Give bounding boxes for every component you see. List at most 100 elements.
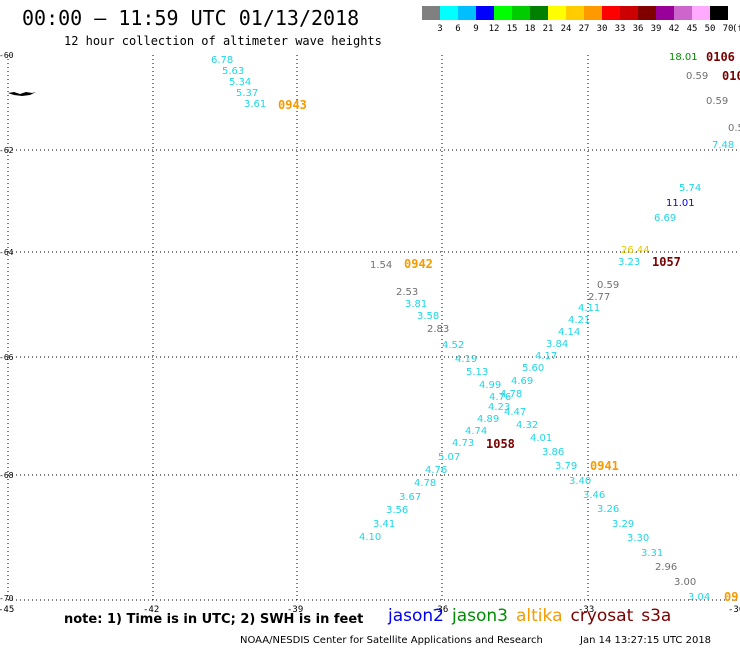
- wave-height-track-c: 3.84: [546, 339, 568, 350]
- generated-timestamp: Jan 14 13:27:15 UTC 2018: [580, 635, 712, 646]
- legend-swatch: [620, 6, 638, 20]
- wave-height-right-mid: 5.74: [679, 183, 701, 194]
- wave-height-track-c: 5.60: [522, 363, 544, 374]
- wave-height-track-d: 4.78: [414, 478, 436, 489]
- legend-unit: (ft): [732, 24, 740, 34]
- legend-label: 12: [488, 24, 500, 34]
- pass-time-label: 0941: [590, 459, 619, 473]
- satellite-jason2: jason2: [388, 606, 444, 626]
- wave-height-track-b: 4.52: [442, 340, 464, 351]
- wave-height-track-c: 3.04: [688, 592, 710, 603]
- legend-label: 24: [560, 24, 572, 34]
- lat-tick-label: -62: [0, 146, 14, 155]
- wave-height-track-c: 4.01: [530, 433, 552, 444]
- legend-swatch: [692, 6, 710, 20]
- legend-label: 15: [506, 24, 518, 34]
- legend-label: 18: [524, 24, 536, 34]
- wave-height-track-d: 4.76: [425, 465, 447, 476]
- wave-height-track-b: 2.83: [427, 324, 449, 335]
- lon-tick-label: -39: [287, 605, 303, 615]
- lat-tick-label: -66: [0, 353, 14, 362]
- wave-height-track-c: 4.21: [568, 315, 590, 326]
- legend-swatch: [566, 6, 584, 20]
- legend-swatch: [656, 6, 674, 20]
- pass-time-label: 1058: [486, 437, 515, 451]
- satellite-altika: altika: [516, 606, 563, 626]
- wave-height-track-b: 3.81: [405, 299, 427, 310]
- lat-tick-label: -64: [0, 248, 14, 257]
- wave-height-track-c: 2.77: [588, 292, 610, 303]
- wave-height-track-c: 3.29: [612, 519, 634, 530]
- wave-height-track-c: 3.46: [583, 490, 605, 501]
- legend-swatch: [638, 6, 656, 20]
- satellite-jason3: jason3: [452, 606, 508, 626]
- legend-label: 27: [578, 24, 590, 34]
- wave-height-track-c: 4.14: [558, 327, 580, 338]
- island-shape: [8, 92, 36, 96]
- legend-label: 45: [686, 24, 698, 34]
- wave-height-track-a: 5.37: [236, 88, 258, 99]
- wave-height-track-c: 3.40: [569, 476, 591, 487]
- map-subtitle: 12 hour collection of altimeter wave hei…: [64, 34, 382, 48]
- pass-time-label: 0943: [278, 98, 307, 112]
- wave-height-track-b: 4.23: [488, 402, 510, 413]
- wave-height-track-c: 3.31: [641, 548, 663, 559]
- wave-height-right: 0.5: [728, 123, 740, 134]
- lat-tick-label: -60: [0, 51, 14, 60]
- pass-time-label: 09: [724, 590, 738, 604]
- lat-tick-label: -68: [0, 471, 14, 480]
- pass-time-label: 010: [722, 69, 740, 83]
- wave-height-track-a: 3.61: [244, 99, 266, 110]
- legend-label: 3: [437, 24, 443, 34]
- legend-swatch: [422, 6, 440, 20]
- wave-height-track-d: 3.67: [399, 492, 421, 503]
- wave-height-track-d: 3.56: [386, 505, 408, 516]
- legend-swatch: [458, 6, 476, 20]
- wave-height-track-b: 1.54: [370, 260, 392, 271]
- legend-swatch: [548, 6, 566, 20]
- footnote: note: 1) Time is in UTC; 2) SWH is in fe…: [64, 612, 364, 627]
- legend-swatch: [530, 6, 548, 20]
- wave-height-right-mid: 6.69: [654, 213, 676, 224]
- wave-height-track-c: 3.86: [542, 447, 564, 458]
- lon-tick-label: -33: [578, 605, 594, 615]
- wave-height-track-c: 0.59: [597, 280, 619, 291]
- pass-time-label: 0942: [404, 257, 433, 271]
- wave-height-track-d: 3.41: [373, 519, 395, 530]
- wave-height-track-c: 2.96: [655, 562, 677, 573]
- legend-swatch: [674, 6, 692, 20]
- wave-height-track-b: 4.19: [455, 354, 477, 365]
- wave-height-right: 0.59: [706, 96, 728, 107]
- pass-time-label: 0106: [706, 50, 735, 64]
- legend-label: 42: [668, 24, 680, 34]
- wave-height-track-b: 4.73: [452, 438, 474, 449]
- wave-height-track-c: 4.32: [516, 420, 538, 431]
- legend-label: 21: [542, 24, 554, 34]
- wave-height-track-c: 3.26: [597, 504, 619, 515]
- lon-tick-label: -30: [728, 605, 740, 615]
- lon-tick-label: -36: [432, 605, 448, 615]
- legend-swatch: [710, 6, 728, 20]
- legend-swatch: [440, 6, 458, 20]
- legend-label: 39: [650, 24, 662, 34]
- wave-height-track-c: 4.78: [500, 389, 522, 400]
- satellite-s3a: s3a: [641, 606, 672, 626]
- wave-height-track-d: 4.10: [359, 532, 381, 543]
- wave-height-track-a: 5.63: [222, 66, 244, 77]
- credit-text: NOAA/NESDIS Center for Satellite Applica…: [240, 635, 543, 646]
- legend-label: 9: [473, 24, 479, 34]
- legend-label: 33: [614, 24, 626, 34]
- wave-height-track-c: 4.47: [504, 407, 526, 418]
- wave-height-track-c: 4.69: [511, 376, 533, 387]
- wave-height-track-b: 3.58: [417, 311, 439, 322]
- wave-height-track-d: 5.07: [438, 452, 460, 463]
- wave-height-right: 18.01: [669, 52, 698, 63]
- legend-label: 6: [455, 24, 461, 34]
- legend-swatch: [602, 6, 620, 20]
- satellite-cryosat: cryosat: [570, 606, 634, 626]
- wave-height-right-mid: 3.23: [618, 257, 640, 268]
- wave-height-right: 7.48: [712, 140, 734, 151]
- wave-height-track-b: 2.53: [396, 287, 418, 298]
- legend-swatch: [584, 6, 602, 20]
- legend-swatch: [476, 6, 494, 20]
